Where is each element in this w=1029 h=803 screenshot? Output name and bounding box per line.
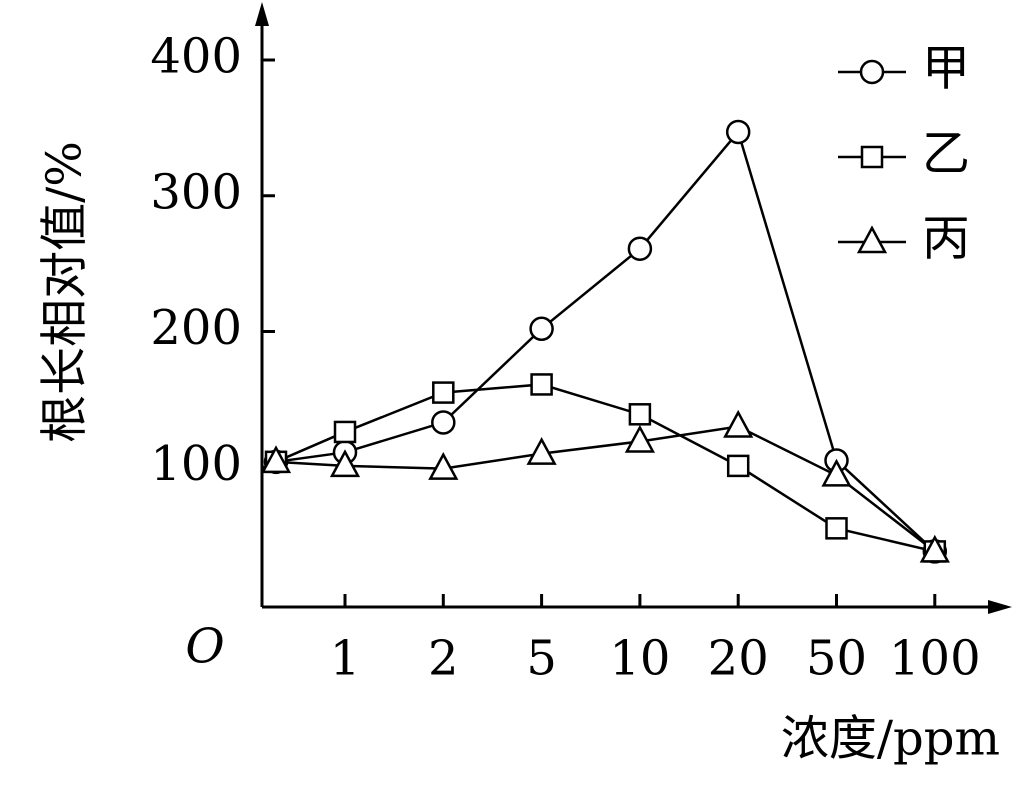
data-point xyxy=(431,410,456,435)
data-point xyxy=(919,534,950,563)
y-axis-label: 根长相对值/% xyxy=(37,141,93,443)
data-point xyxy=(529,316,554,342)
y-tick-label: 400 xyxy=(150,29,242,85)
x-tick-label: 1 xyxy=(330,631,361,687)
data-point xyxy=(628,403,652,426)
y-tick-label: 300 xyxy=(150,164,242,220)
x-tick-label: 10 xyxy=(609,631,670,687)
x-tick-label: 20 xyxy=(708,631,769,687)
data-point xyxy=(725,119,751,145)
data-point xyxy=(726,454,750,478)
data-point xyxy=(260,445,292,474)
x-arrow xyxy=(988,600,1012,614)
data-point xyxy=(821,458,852,487)
data-point xyxy=(624,424,655,453)
data-point xyxy=(428,451,459,480)
x-axis-label: 浓度/ppm xyxy=(781,711,1000,767)
y-arrow xyxy=(255,2,269,26)
data-point xyxy=(627,236,653,261)
y-tick-label: 200 xyxy=(150,300,242,356)
y-tick-label: 100 xyxy=(150,436,242,492)
legend-label: 甲 xyxy=(922,41,970,97)
legend-label: 丙 xyxy=(922,211,970,267)
series-line xyxy=(275,425,936,553)
data-point xyxy=(723,409,754,438)
data-point xyxy=(530,373,553,396)
legend-label: 乙 xyxy=(922,126,970,182)
x-tick-label: 50 xyxy=(806,631,867,687)
data-point xyxy=(526,437,557,465)
x-tick-label: 100 xyxy=(889,631,981,687)
data-point xyxy=(432,381,455,404)
x-tick-label: 2 xyxy=(428,631,459,687)
legend-marker xyxy=(859,59,885,85)
legend-marker xyxy=(860,145,884,169)
x-tick-label: 5 xyxy=(526,631,557,687)
data-point xyxy=(333,420,357,444)
series-line xyxy=(275,383,936,553)
series-line xyxy=(275,129,936,553)
legend-marker xyxy=(856,225,888,254)
origin-label: O xyxy=(185,619,224,675)
data-point xyxy=(329,449,361,478)
data-point xyxy=(825,517,848,540)
